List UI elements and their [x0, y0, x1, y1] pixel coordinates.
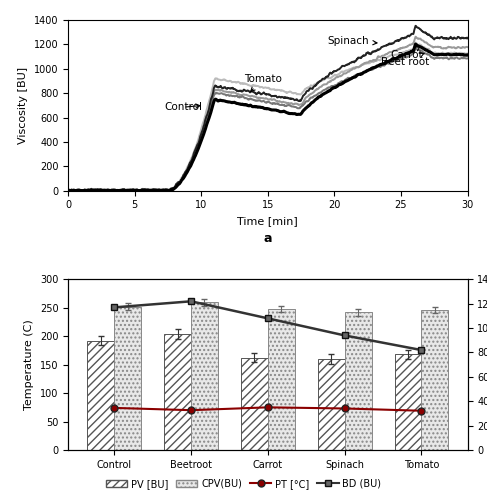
Bar	[87, 341, 114, 450]
Bar	[114, 306, 141, 450]
Bar	[345, 312, 372, 450]
Text: a: a	[263, 232, 272, 245]
Text: Control: Control	[164, 102, 202, 112]
Text: Spinach: Spinach	[328, 36, 377, 46]
Bar	[318, 359, 345, 450]
Y-axis label: Temperature (C): Temperature (C)	[24, 320, 34, 410]
X-axis label: Time [min]: Time [min]	[238, 216, 298, 226]
Bar	[421, 310, 449, 450]
Bar	[394, 354, 421, 450]
Bar	[191, 302, 218, 450]
Legend: PV [BU], CPV(BU), PT [°C], BD (BU): PV [BU], CPV(BU), PT [°C], BD (BU)	[102, 475, 385, 492]
Bar	[241, 358, 268, 450]
Text: Tomato: Tomato	[244, 74, 282, 92]
Bar	[268, 309, 295, 450]
Bar	[164, 334, 191, 450]
Y-axis label: Viscosity [BU]: Viscosity [BU]	[19, 67, 28, 144]
Text: Beet root: Beet root	[381, 53, 429, 67]
Text: Carrot: Carrot	[390, 47, 423, 60]
